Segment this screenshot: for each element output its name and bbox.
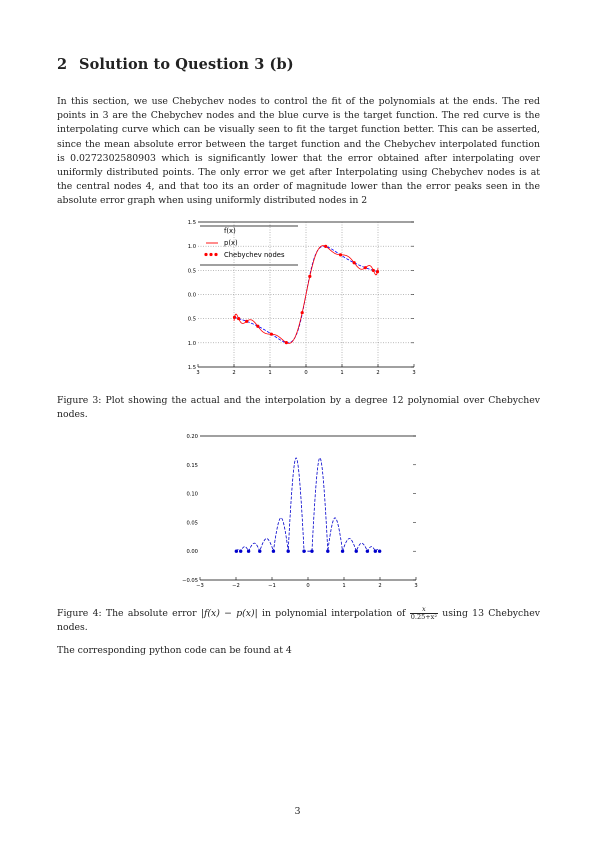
figure-3-plot: 3 2 1 0 1 2 31.51.00.50.00.51.01.5f(x)p(x)Cheb… (188, 220, 416, 376)
y-tick-label: 1.5 (188, 365, 196, 371)
page-number: 3 (294, 806, 301, 817)
x-tick-label: 2 (378, 583, 381, 589)
y-tick-label: 0.0 (188, 293, 196, 299)
figure-4-caption: Figure 4: The absolute error |f(x) − p(x… (57, 606, 540, 635)
x-tick-label: −2 (232, 583, 240, 589)
chebychev-node-point (284, 341, 288, 345)
y-tick-label: −0.05 (182, 578, 198, 584)
y-tick-label: 1.5 (188, 220, 196, 226)
chebychev-node-point (245, 319, 249, 323)
y-tick-label: 1.0 (188, 244, 196, 250)
y-tick-label: 0.10 (186, 492, 198, 498)
error-node-point (326, 549, 330, 553)
fraction-numerator: x (409, 606, 438, 614)
section-number: 2 (57, 56, 68, 73)
caption-middle: | in polynomial interpolation of (254, 608, 410, 619)
section-heading: 2 Solution to Question 3 (b) (57, 56, 294, 73)
x-tick-label: 0 (306, 583, 309, 589)
chebychev-node-point (300, 311, 304, 315)
y-tick-label: 1.0 (188, 341, 196, 347)
y-tick-label: 0.00 (186, 549, 198, 555)
error-curve (235, 457, 381, 553)
closing-paragraph: The corresponding python code can be fou… (57, 645, 292, 656)
y-tick-label: 0.5 (188, 317, 196, 323)
x-tick-label: 1 (268, 370, 271, 376)
error-node-point (271, 549, 276, 553)
chebychev-node-point (237, 316, 241, 321)
chebychev-node-point (338, 253, 343, 257)
x-tick-label: 1 (342, 583, 345, 589)
chebychev-node-point (352, 261, 356, 265)
legend-label: p(x) (224, 239, 238, 247)
figure-4-plot: −3 −2 −1 0 1 2 3 0.20 0.15 0.10 0.05 0.00 −0.05 (182, 434, 418, 589)
error-node-point (302, 549, 306, 553)
y-tick-label: 0.05 (186, 520, 198, 526)
error-node-point (377, 549, 382, 553)
x-tick-label: −3 (196, 583, 204, 589)
chebychev-node-point (308, 274, 312, 278)
x-tick-label: 1 (340, 370, 343, 376)
caption-fraction: x 0.25+x² (409, 606, 438, 621)
error-node-point (310, 549, 314, 553)
y-tick-label: 0.5 (188, 268, 196, 274)
x-tick-label: 2 (376, 370, 379, 376)
x-tick-label: 3 (414, 583, 417, 589)
x-tick-label: 3 (196, 370, 199, 376)
legend-label: f(x) (224, 227, 236, 235)
error-node-point (286, 549, 290, 553)
legend-nodes-swatch (209, 252, 213, 257)
chebychev-node-point (363, 266, 367, 270)
fraction-denominator: 0.25+x² (410, 613, 437, 621)
intro-paragraph: In this section, we use Chebychev nodes … (57, 96, 540, 207)
error-node-point (365, 549, 370, 553)
y-tick-label: 0.20 (186, 434, 198, 440)
chebychev-node-point (375, 270, 380, 274)
caption-suffix: using 13 Chebychev nodes. (57, 608, 540, 634)
error-node-point (238, 549, 243, 553)
legend-nodes-swatch (214, 252, 218, 257)
chebychev-node-point (256, 324, 260, 328)
chebychev-node-point (324, 244, 328, 248)
legend-label: Chebychev nodes (224, 251, 285, 259)
figure-3-caption: Figure 3: Plot showing the actual and th… (57, 395, 540, 421)
x-tick-label: 0 (304, 370, 307, 376)
x-tick-label: 2 (232, 370, 235, 376)
error-node-point (340, 549, 345, 553)
error-node-point (373, 549, 378, 553)
x-tick-label: −1 (268, 583, 276, 589)
y-tick-label: 0.15 (186, 463, 198, 469)
chebychev-node-point (232, 315, 237, 319)
series-px-line (233, 245, 379, 344)
x-tick-label: 3 (412, 370, 415, 376)
section-title: Solution to Question 3 (b) (79, 56, 294, 73)
error-node-point (234, 549, 239, 553)
chebychev-node-point (371, 268, 375, 273)
error-node-point (246, 549, 251, 553)
caption-expr: f(x) − p(x) (203, 608, 255, 619)
legend-nodes-swatch (204, 252, 208, 257)
caption-prefix: Figure 4: The absolute error | (57, 608, 204, 619)
error-node-point (258, 549, 262, 553)
error-node-point (354, 549, 358, 553)
legend: f(x) p(x) Chebychev nodes (200, 225, 298, 266)
chebychev-node-point (269, 332, 274, 336)
series-fx-line (233, 245, 379, 344)
